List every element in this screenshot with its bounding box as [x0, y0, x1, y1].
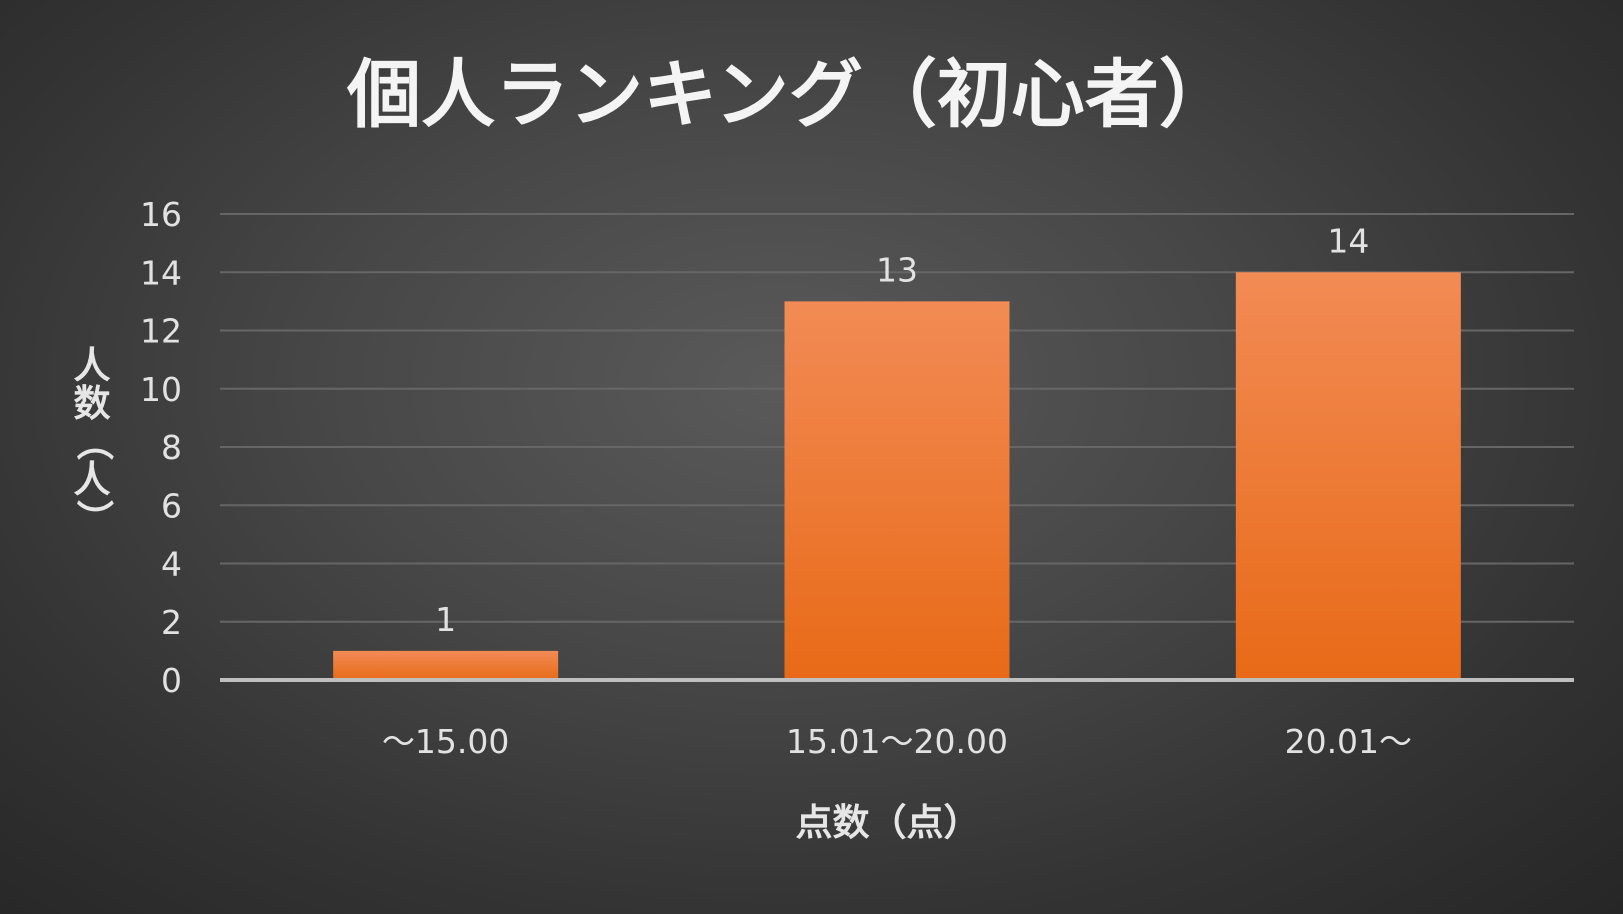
y-tick-label: 14: [140, 253, 182, 292]
bar: [784, 301, 1010, 680]
x-category-label: 〜15.00: [382, 722, 509, 761]
x-category-label: 15.01〜20.00: [786, 722, 1008, 761]
data-label: 13: [876, 250, 918, 289]
x-category-labels: 〜15.00 15.01〜20.00 20.01〜: [382, 722, 1412, 761]
y-tick-label: 8: [161, 428, 182, 467]
y-tick-label: 6: [161, 486, 182, 525]
chart-title: 個人ランキング（初心者）: [346, 52, 1233, 138]
data-label: 1: [435, 600, 456, 639]
y-axis-title-paren: ）: [73, 500, 116, 537]
y-tick-labels: 0 2 4 6 8 10 12 14 16: [140, 195, 182, 700]
y-tick-label: 16: [140, 195, 182, 234]
data-labels: 1 13 14: [435, 221, 1369, 639]
x-category-label: 20.01〜: [1285, 722, 1412, 761]
y-tick-label: 12: [140, 312, 182, 351]
y-tick-label: 2: [161, 603, 182, 642]
x-axis-title: 点数（点）: [796, 801, 981, 844]
data-label: 14: [1327, 221, 1369, 260]
y-tick-label: 0: [161, 661, 182, 700]
bar: [333, 650, 559, 680]
y-tick-label: 10: [140, 370, 182, 409]
bar: [1235, 272, 1461, 680]
bars: [333, 272, 1461, 680]
y-tick-label: 4: [161, 545, 182, 584]
y-axis-title: 人数人: [74, 344, 111, 501]
y-axis-title-paren: （: [73, 424, 116, 461]
